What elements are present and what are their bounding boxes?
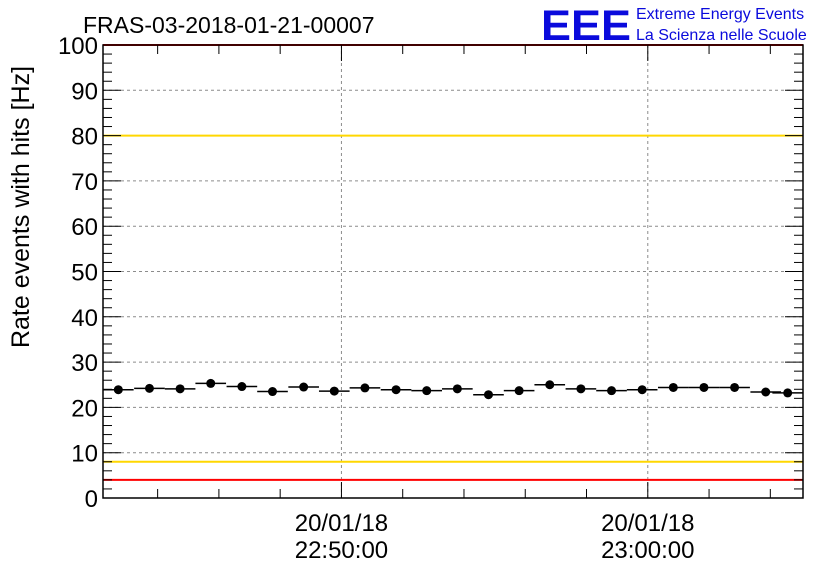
data-point xyxy=(268,387,278,397)
y-tick-label: 0 xyxy=(85,486,98,513)
x-tick-label-time: 22:50:00 xyxy=(295,537,388,564)
eee-logo: EEE Extreme Energy Events La Scienza nel… xyxy=(541,2,807,50)
data-point xyxy=(452,384,462,394)
data-point xyxy=(299,382,309,392)
tick-labels: 010203040506070809010020/01/1822:50:0020… xyxy=(58,33,695,564)
y-tick-label: 70 xyxy=(71,169,98,196)
y-axis-label: Rate events with hits [Hz] xyxy=(7,66,35,348)
grid xyxy=(103,45,803,498)
eee-logo-line1: Extreme Energy Events xyxy=(636,6,804,23)
data-point xyxy=(761,387,771,397)
y-tick-label: 60 xyxy=(71,214,98,241)
data-point xyxy=(699,382,709,392)
reference-lines xyxy=(103,44,803,481)
data-points xyxy=(103,378,803,400)
y-tick-label: 30 xyxy=(71,350,98,377)
data-point xyxy=(483,390,493,400)
data-point xyxy=(237,382,247,392)
data-point xyxy=(607,386,617,396)
y-tick-label: 50 xyxy=(71,260,98,287)
data-point xyxy=(783,388,793,398)
data-point xyxy=(514,386,524,396)
x-tick-label-time: 23:00:00 xyxy=(601,537,694,564)
data-point xyxy=(422,386,432,396)
y-tick-label: 40 xyxy=(71,305,98,332)
data-point xyxy=(113,385,123,395)
data-point xyxy=(576,384,586,394)
data-point xyxy=(730,382,740,392)
y-tick-label: 10 xyxy=(71,441,98,468)
data-point xyxy=(360,383,370,393)
data-point xyxy=(329,386,339,396)
x-tick-label-date: 20/01/18 xyxy=(601,510,694,537)
y-tick-label: 90 xyxy=(71,78,98,105)
eee-logo-mark: EEE xyxy=(541,2,631,50)
y-tick-label: 100 xyxy=(58,33,98,60)
data-point xyxy=(144,383,154,393)
y-tick-label: 80 xyxy=(71,124,98,151)
data-point xyxy=(206,378,216,388)
x-tick-label-date: 20/01/18 xyxy=(295,510,388,537)
data-point xyxy=(637,385,647,395)
data-point xyxy=(175,384,185,394)
data-point xyxy=(668,382,678,392)
chart-title: FRAS-03-2018-01-21-00007 xyxy=(83,12,375,38)
data-point xyxy=(391,385,401,395)
plot-frame xyxy=(102,44,804,499)
eee-logo-line2: La Scienza nelle Scuole xyxy=(636,27,807,44)
data-point xyxy=(545,380,555,390)
y-tick-label: 20 xyxy=(71,395,98,422)
